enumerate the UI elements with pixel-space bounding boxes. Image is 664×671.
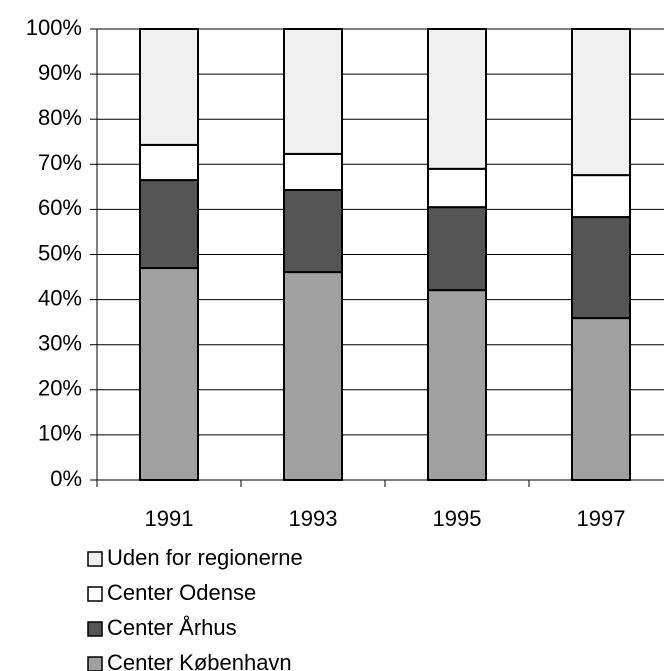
bar-segment (571, 28, 631, 177)
legend-label: Center Odense (107, 580, 256, 605)
y-tick-label: 80% (38, 105, 82, 130)
y-tick-label: 0% (50, 466, 82, 491)
legend-label: Center København (107, 650, 292, 671)
legend-label: Center Århus (107, 615, 237, 640)
y-tick-label: 20% (38, 376, 82, 401)
y-tick-label: 10% (38, 421, 82, 446)
bar-segment (283, 189, 343, 274)
bar-segment (139, 143, 199, 182)
bar-segment (571, 317, 631, 481)
legend-swatch (87, 656, 103, 671)
bar-segment (283, 28, 343, 155)
bar-segment (283, 271, 343, 481)
y-tick-label: 90% (38, 60, 82, 85)
bar-segment (427, 206, 487, 292)
legend-swatch (87, 621, 103, 637)
y-tick-label: 50% (38, 240, 82, 265)
y-tick-label: 70% (38, 150, 82, 175)
bar-segment (427, 289, 487, 481)
x-tick-label: 1991 (145, 506, 194, 531)
bar-segment (139, 179, 199, 270)
bar-segment (571, 174, 631, 219)
y-tick-label: 30% (38, 331, 82, 356)
bar-segment (139, 28, 199, 146)
legend-swatch (87, 551, 103, 567)
x-tick-label: 1993 (289, 506, 338, 531)
legend-label: Uden for regionerne (107, 545, 303, 570)
legend-swatch (87, 586, 103, 602)
x-tick-label: 1997 (577, 506, 626, 531)
bar-segment (283, 152, 343, 192)
y-tick-label: 40% (38, 285, 82, 310)
y-tick-label: 100% (26, 15, 82, 40)
bar-segment (427, 28, 487, 170)
bar-segment (427, 167, 487, 209)
x-tick-label: 1995 (433, 506, 482, 531)
bar-segment (139, 267, 199, 481)
y-tick-label: 60% (38, 195, 82, 220)
bar-segment (571, 216, 631, 320)
